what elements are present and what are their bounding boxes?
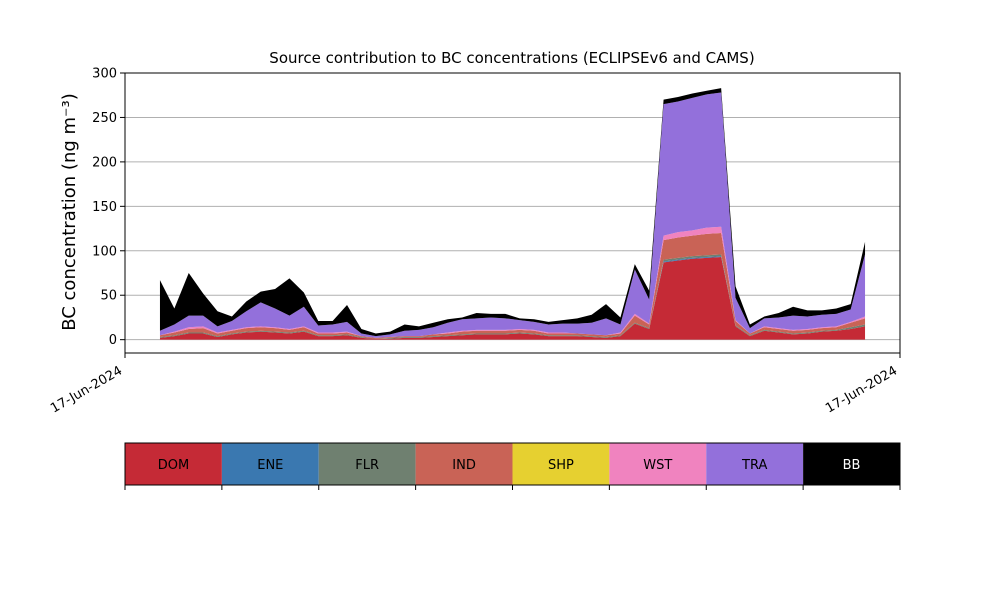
legend-swatch bbox=[512, 443, 610, 485]
legend-label: IND bbox=[452, 458, 476, 473]
legend-swatch bbox=[415, 443, 513, 485]
area bbox=[159, 92, 866, 338]
plot-frame bbox=[124, 72, 901, 354]
x-tick-label: 17-Jun-2024 bbox=[48, 363, 125, 416]
legend-swatch bbox=[706, 443, 804, 485]
y-tick-label: 250 bbox=[92, 111, 117, 126]
legend-label: ENE bbox=[257, 458, 283, 473]
y-tick-label: 200 bbox=[92, 155, 117, 170]
y-tick-label: 50 bbox=[100, 289, 117, 304]
legend-label: DOM bbox=[158, 458, 189, 473]
legend-swatch bbox=[803, 443, 900, 485]
legend-swatch bbox=[221, 443, 319, 485]
area bbox=[159, 88, 866, 337]
legend-swatch bbox=[609, 443, 707, 485]
legend-swatch bbox=[318, 443, 416, 485]
y-tick-label: 100 bbox=[92, 244, 117, 259]
legend-label: FLR bbox=[355, 458, 379, 473]
y-tick-label: 300 bbox=[92, 67, 117, 82]
legend-swatch bbox=[125, 443, 222, 485]
legend-label: SHP bbox=[548, 458, 574, 473]
legend-label: BB bbox=[843, 458, 861, 473]
chart-title: Source contribution to BC concentrations… bbox=[269, 49, 754, 67]
legend-label: WST bbox=[643, 458, 672, 473]
y-tick-label: 0 bbox=[109, 333, 117, 348]
y-tick-label: 150 bbox=[92, 200, 117, 215]
x-tick-label: 17-Jun-2024 bbox=[823, 363, 900, 416]
area bbox=[159, 257, 866, 340]
legend-label: TRA bbox=[741, 458, 767, 473]
y-axis-label: BC concentration (ng m⁻³) bbox=[59, 93, 80, 331]
